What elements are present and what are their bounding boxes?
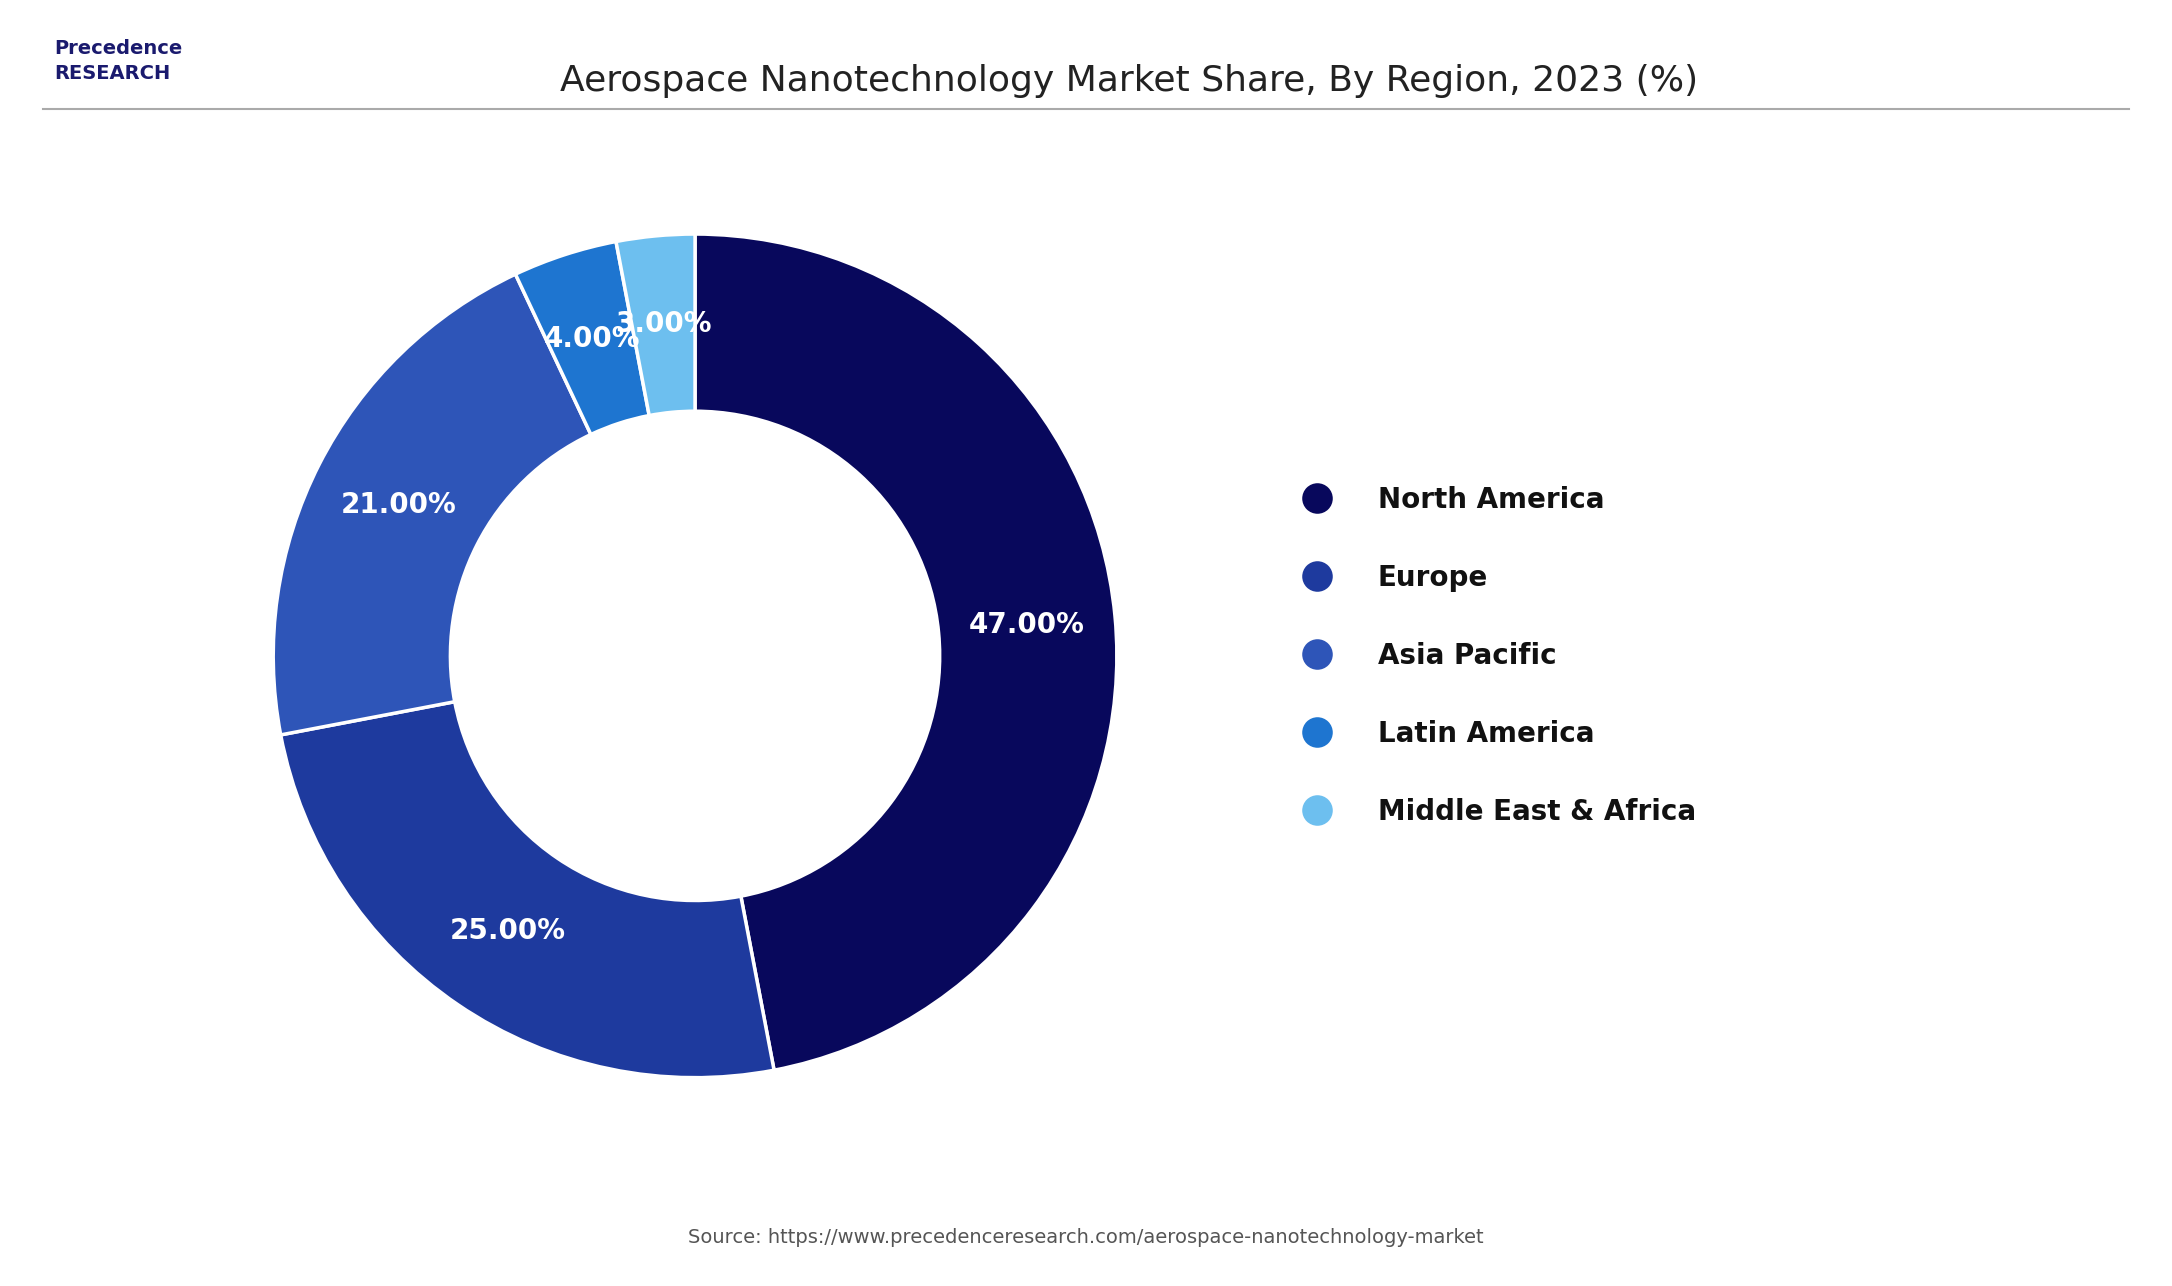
Wedge shape (515, 242, 649, 435)
Text: 21.00%: 21.00% (341, 490, 456, 518)
Wedge shape (274, 274, 591, 734)
Wedge shape (695, 234, 1116, 1070)
Text: Source: https://www.precedenceresearch.com/aerospace-nanotechnology-market: Source: https://www.precedenceresearch.c… (689, 1228, 1483, 1247)
Text: 4.00%: 4.00% (543, 325, 641, 352)
Wedge shape (617, 234, 695, 415)
Legend: North America, Europe, Asia Pacific, Latin America, Middle East & Africa: North America, Europe, Asia Pacific, Lat… (1288, 486, 1696, 826)
Wedge shape (280, 702, 773, 1078)
Text: 3.00%: 3.00% (615, 310, 712, 338)
Text: Precedence
RESEARCH: Precedence RESEARCH (54, 39, 182, 82)
Text: Aerospace Nanotechnology Market Share, By Region, 2023 (%): Aerospace Nanotechnology Market Share, B… (560, 64, 1699, 98)
Text: 25.00%: 25.00% (450, 917, 565, 945)
Text: 47.00%: 47.00% (969, 611, 1084, 639)
